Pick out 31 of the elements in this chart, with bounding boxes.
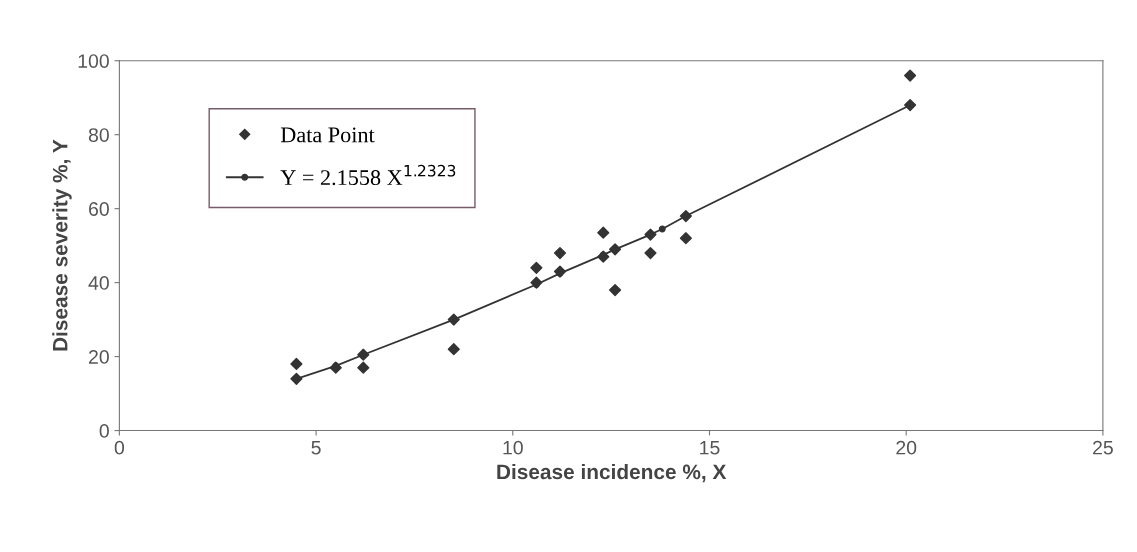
y-axis-title: Disease severity %, Y <box>52 139 72 351</box>
legend-label: Y = 2.1558 X$^{1.2323}$ <box>280 164 456 186</box>
x-tick-label: 20 <box>896 440 917 455</box>
point <box>597 250 610 263</box>
point <box>608 283 622 297</box>
point <box>904 69 917 82</box>
point <box>447 343 460 356</box>
point <box>679 232 692 245</box>
legend-label: Data Point <box>280 127 375 143</box>
point <box>644 246 657 260</box>
x-tick-label: 15 <box>700 441 720 455</box>
point <box>553 265 567 278</box>
point <box>597 226 610 239</box>
x-tick-label: 25 <box>1093 440 1113 455</box>
point <box>658 225 666 233</box>
point <box>553 246 567 260</box>
x-tick-label: 5 <box>311 441 321 455</box>
y-tick-label: 0 <box>99 424 109 438</box>
point <box>329 361 342 374</box>
y-tick-label: 100 <box>78 54 109 68</box>
x-axis-title: Disease incidence %, X <box>497 463 727 483</box>
y-tick-label: 40 <box>88 276 109 290</box>
x-tick-label: 10 <box>503 440 523 455</box>
y-tick-label: 20 <box>89 350 109 364</box>
point <box>530 261 543 274</box>
y-tick-label: 60 <box>89 202 109 216</box>
point <box>357 361 370 374</box>
y-tick-label: 80 <box>88 128 109 142</box>
point <box>530 276 543 289</box>
point <box>290 357 303 371</box>
x-tick-label: 0 <box>114 440 125 455</box>
